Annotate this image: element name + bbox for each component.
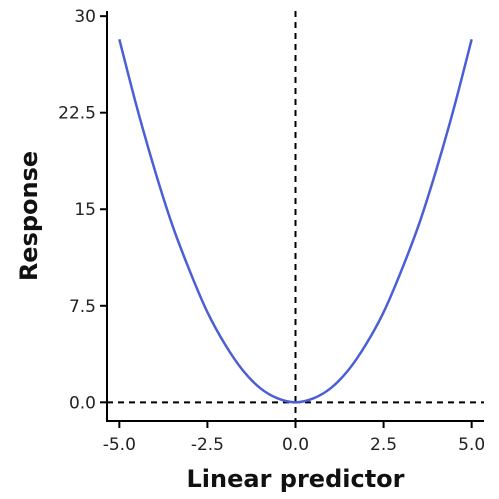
series-group (118, 39, 473, 404)
x-axis-title: Linear predictor (187, 465, 405, 493)
x-tick-label: 5.0 (458, 435, 485, 455)
x-tick-label: 0.0 (282, 435, 309, 455)
y-tick-label: 15 (74, 200, 96, 220)
axes (106, 11, 484, 422)
reference-lines (107, 11, 484, 421)
y-tick-label: 22.5 (58, 104, 96, 124)
x-tick-label: 2.5 (370, 435, 397, 455)
y-axis-title: Response (15, 151, 43, 281)
y-tick-label: 7.5 (69, 297, 96, 317)
y-tick-label: 0.0 (69, 393, 96, 413)
x-ticks: -5.0 -2.5 0.0 2.5 5.0 (103, 421, 485, 455)
series-line (118, 39, 473, 404)
x-tick-label: -2.5 (191, 435, 224, 455)
y-ticks: 0.0 7.5 15 22.5 30 (58, 7, 107, 413)
x-tick-label: -5.0 (103, 435, 136, 455)
y-tick-label: 30 (74, 7, 96, 27)
